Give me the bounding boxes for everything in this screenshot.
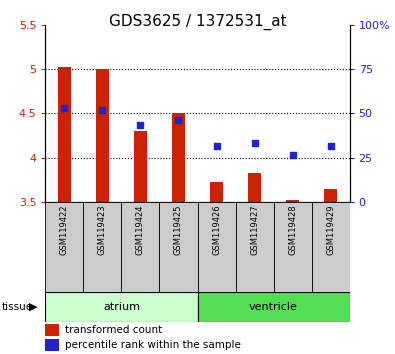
Bar <box>172 113 185 202</box>
Text: GSM119427: GSM119427 <box>250 205 259 255</box>
Bar <box>45 324 59 336</box>
Bar <box>45 292 198 322</box>
Text: percentile rank within the sample: percentile rank within the sample <box>65 341 241 350</box>
Text: transformed count: transformed count <box>65 325 162 336</box>
Bar <box>312 202 350 292</box>
Text: GSM119429: GSM119429 <box>326 205 335 255</box>
Bar <box>198 202 235 292</box>
Point <box>61 105 68 111</box>
Point <box>137 122 144 128</box>
Text: ▶: ▶ <box>28 302 37 312</box>
Point <box>175 118 182 123</box>
Bar <box>273 202 312 292</box>
Text: GSM119428: GSM119428 <box>288 205 297 255</box>
Text: GSM119425: GSM119425 <box>174 205 183 255</box>
Bar <box>235 202 274 292</box>
Text: GSM119426: GSM119426 <box>212 205 221 255</box>
Text: GSM119424: GSM119424 <box>136 205 145 255</box>
Text: GSM119422: GSM119422 <box>60 205 69 255</box>
Bar <box>286 200 299 202</box>
Text: GDS3625 / 1372531_at: GDS3625 / 1372531_at <box>109 14 286 30</box>
Bar <box>134 131 147 202</box>
Bar <box>58 67 71 202</box>
Point <box>290 152 296 158</box>
Bar <box>83 202 122 292</box>
Bar <box>210 182 223 202</box>
Bar <box>198 292 350 322</box>
Text: atrium: atrium <box>103 302 140 312</box>
Text: tissue: tissue <box>2 302 33 312</box>
Text: GSM119423: GSM119423 <box>98 205 107 255</box>
Point <box>99 107 105 113</box>
Bar <box>45 202 83 292</box>
Bar <box>122 202 160 292</box>
Bar <box>45 339 59 352</box>
Point <box>213 143 220 149</box>
Point <box>327 143 334 149</box>
Bar <box>160 202 198 292</box>
Bar <box>96 69 109 202</box>
Bar <box>324 189 337 202</box>
Point <box>251 141 258 146</box>
Text: ventricle: ventricle <box>249 302 298 312</box>
Bar <box>248 172 261 202</box>
